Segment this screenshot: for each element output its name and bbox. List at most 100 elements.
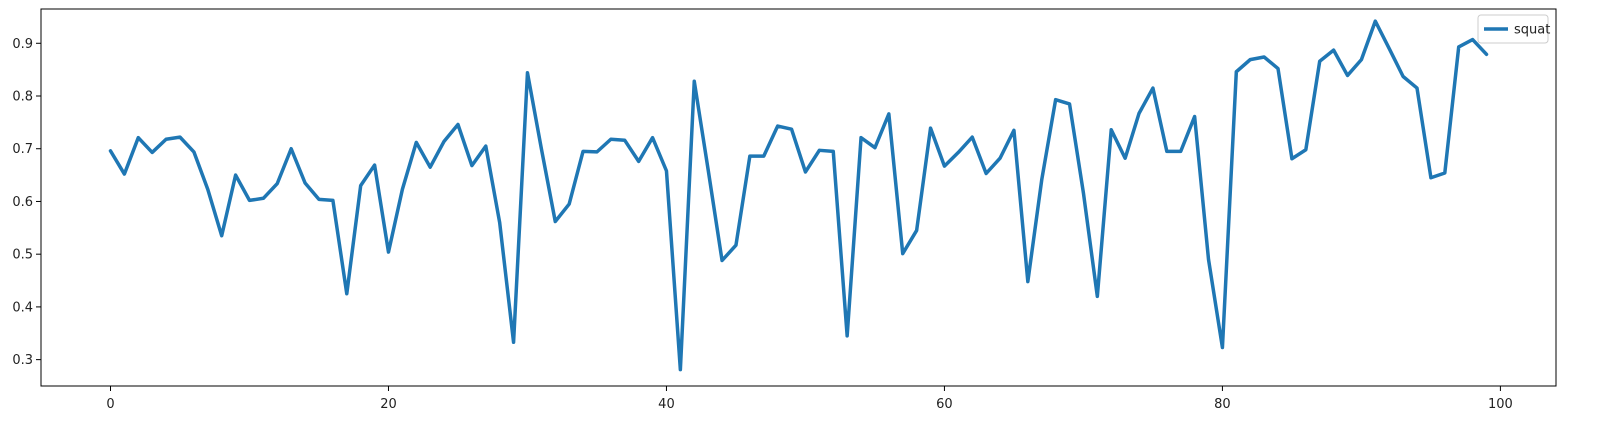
data-point	[943, 164, 947, 168]
data-point	[1248, 58, 1252, 62]
data-point	[401, 188, 405, 192]
data-point	[1137, 112, 1141, 116]
data-point	[206, 188, 210, 192]
data-point	[1235, 70, 1239, 74]
data-point	[289, 147, 293, 151]
data-point	[957, 151, 961, 155]
data-point	[1387, 47, 1391, 51]
x-axis-ticks: 0 20 40 60 80 100	[106, 386, 1513, 412]
data-point	[150, 151, 154, 155]
y-tick-label: 0.9	[12, 37, 33, 52]
y-axis-ticks: 0.3 0.4 0.5 0.6 0.7 0.8 0.9	[12, 37, 41, 368]
data-point	[303, 181, 307, 185]
data-point	[1207, 258, 1211, 262]
data-point	[1179, 150, 1183, 154]
data-point	[720, 259, 724, 263]
data-point	[623, 138, 627, 142]
series-line-squat	[108, 19, 1489, 372]
data-point	[1401, 75, 1405, 79]
data-point	[887, 112, 891, 116]
data-point	[1290, 157, 1294, 161]
data-point	[1457, 45, 1461, 49]
x-tick-label: 20	[380, 397, 397, 412]
x-tick-label: 0	[106, 397, 114, 412]
data-point	[1096, 295, 1100, 299]
data-point	[1109, 128, 1113, 132]
data-point	[1276, 67, 1280, 71]
data-point	[1012, 128, 1016, 132]
data-point	[1151, 86, 1155, 90]
data-point	[873, 146, 877, 150]
data-point	[1054, 98, 1058, 102]
data-point	[637, 160, 641, 164]
data-point	[262, 196, 266, 200]
data-point	[317, 198, 321, 202]
data-point	[1123, 156, 1127, 160]
data-point	[567, 202, 571, 206]
data-point	[706, 168, 710, 172]
data-point	[331, 199, 335, 203]
data-point	[136, 136, 140, 140]
data-point	[109, 149, 113, 153]
data-point	[220, 234, 224, 238]
data-point	[804, 170, 808, 174]
data-point	[164, 137, 168, 141]
data-point	[1040, 178, 1044, 182]
data-point	[1346, 74, 1350, 78]
data-point	[679, 368, 683, 372]
data-point	[734, 243, 738, 247]
data-point	[456, 123, 460, 127]
data-point	[192, 150, 196, 154]
data-point	[859, 136, 863, 140]
data-point	[1429, 176, 1433, 180]
data-point	[998, 156, 1002, 160]
data-point	[1068, 102, 1072, 106]
data-point	[1082, 191, 1086, 195]
data-point	[234, 173, 238, 177]
data-point	[901, 252, 905, 256]
data-point	[581, 150, 585, 154]
data-point	[553, 220, 557, 224]
data-point	[1318, 59, 1322, 63]
data-point	[428, 165, 432, 169]
y-tick-label: 0.7	[12, 142, 33, 157]
y-tick-label: 0.8	[12, 90, 33, 105]
data-point	[414, 141, 418, 145]
legend-box	[1477, 14, 1549, 44]
data-point	[831, 150, 835, 154]
data-point	[178, 135, 182, 139]
data-point	[609, 137, 613, 141]
data-point	[1360, 58, 1364, 62]
data-point	[248, 199, 252, 203]
data-point	[373, 163, 377, 167]
data-point	[1415, 86, 1419, 90]
data-point	[1332, 48, 1336, 52]
data-point	[984, 172, 988, 176]
data-point	[359, 184, 363, 188]
data-point	[484, 144, 488, 148]
data-point	[790, 127, 794, 131]
data-point	[345, 292, 349, 296]
data-point	[1026, 280, 1030, 284]
x-tick-label: 40	[658, 397, 675, 412]
data-point	[651, 136, 655, 140]
data-point	[595, 150, 599, 154]
data-point	[762, 154, 766, 158]
data-point	[442, 140, 446, 144]
data-point	[915, 229, 919, 233]
data-point	[526, 71, 530, 75]
data-point	[1165, 150, 1169, 154]
data-point	[970, 135, 974, 139]
legend: squat	[1477, 14, 1550, 44]
x-tick-label: 100	[1488, 397, 1513, 412]
data-point	[1485, 53, 1489, 57]
data-point	[818, 149, 822, 153]
x-tick-label: 60	[936, 397, 953, 412]
data-point	[1374, 19, 1378, 23]
data-point	[929, 126, 933, 130]
legend-label-squat: squat	[1514, 23, 1550, 38]
data-point	[1262, 55, 1266, 59]
data-point	[275, 182, 279, 186]
plot-area-frame	[40, 8, 1557, 387]
